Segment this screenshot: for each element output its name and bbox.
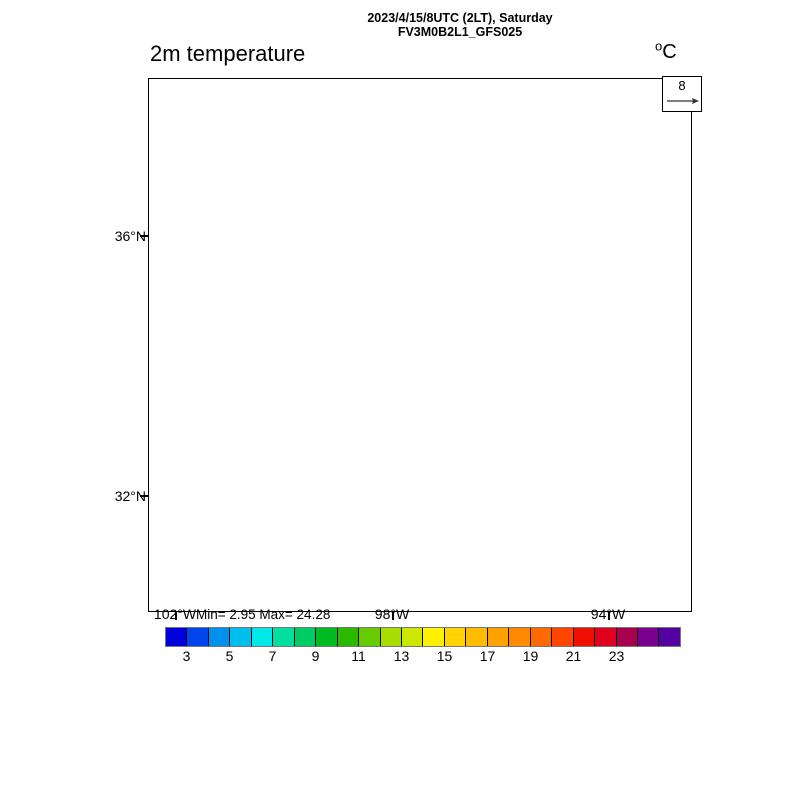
colorbar-segment <box>595 628 617 646</box>
colorbar-segment <box>637 628 660 646</box>
colorbar-tick-label: 17 <box>479 648 496 664</box>
map-panel[interactable] <box>148 78 692 612</box>
colorbar-segment <box>401 628 424 646</box>
model-name-label: FV3M0B2L1_GFS025 <box>397 25 523 39</box>
colorbar-tick-label: 15 <box>436 648 453 664</box>
wind-vector-key-value: 8 <box>678 78 686 93</box>
units-label: oC <box>655 38 677 64</box>
right-arrow-icon <box>667 98 699 104</box>
colorbar-segment <box>251 628 274 646</box>
colorbar-tick-label: 3 <box>182 648 191 664</box>
colorbar-segment <box>616 628 638 646</box>
colorbar-segment <box>187 628 209 646</box>
colorbar-segment <box>294 628 317 646</box>
axis-label-lon-98: 98°W <box>357 606 427 622</box>
colorbar-segment <box>337 628 360 646</box>
colorbar-segment <box>273 628 295 646</box>
colorbar-segment <box>380 628 402 646</box>
colorbar-segment <box>359 628 381 646</box>
colorbar-tick-label: 23 <box>608 648 625 664</box>
degree-symbol: o <box>655 38 663 54</box>
colorbar-segment <box>466 628 488 646</box>
colorbar-tick-label: 9 <box>311 648 320 664</box>
colorbar-segment <box>552 628 574 646</box>
units-letter: C <box>662 41 677 63</box>
axis-tick-lat-32 <box>140 495 148 497</box>
colorbar-segment <box>316 628 338 646</box>
colorbar-segment <box>166 628 188 646</box>
colorbar-tick-label: 21 <box>565 648 582 664</box>
colorbar-tick-label: 19 <box>522 648 539 664</box>
axis-tick-lat-36 <box>140 235 148 237</box>
axis-label-lat-32: 32°N <box>114 488 146 504</box>
colorbar-segment <box>573 628 596 646</box>
min-max-stats: Min= 2.95 Max= 24.28 <box>196 607 331 622</box>
colorbar-tick-label: 13 <box>393 648 410 664</box>
axis-label-lat-36: 36°N <box>114 228 146 244</box>
axis-label-lon-94: 94°W <box>573 606 643 622</box>
axis-tick-lon-94 <box>608 612 610 620</box>
colorbar-segment <box>659 628 680 646</box>
forecast-date-label: 2023/4/15/8UTC (2LT), Saturday <box>367 11 553 25</box>
colorbar-segment <box>230 628 252 646</box>
colorbar-segment <box>444 628 467 646</box>
colorbar-segment <box>423 628 445 646</box>
colorbar-tick-label: 7 <box>268 648 277 664</box>
wind-vector-key: 8 <box>662 76 702 112</box>
colorbar-tick-labels: 3 5 7 9 11 13 15 17 19 21 23 <box>165 648 681 666</box>
colorbar-segment <box>509 628 531 646</box>
axis-tick-lon-98 <box>392 612 394 620</box>
page-title: 2m temperature <box>150 41 306 66</box>
colorbar-tick-label: 5 <box>225 648 234 664</box>
colorbar-tick-label: 11 <box>351 648 366 664</box>
colorbar[interactable] <box>165 627 681 647</box>
axis-tick-lon-102 <box>175 612 177 620</box>
temperature-field-canvas[interactable] <box>149 79 691 611</box>
colorbar-segment <box>530 628 553 646</box>
axis-label-lon-102: 102°W <box>140 606 210 622</box>
colorbar-segment <box>487 628 510 646</box>
colorbar-segment <box>208 628 231 646</box>
